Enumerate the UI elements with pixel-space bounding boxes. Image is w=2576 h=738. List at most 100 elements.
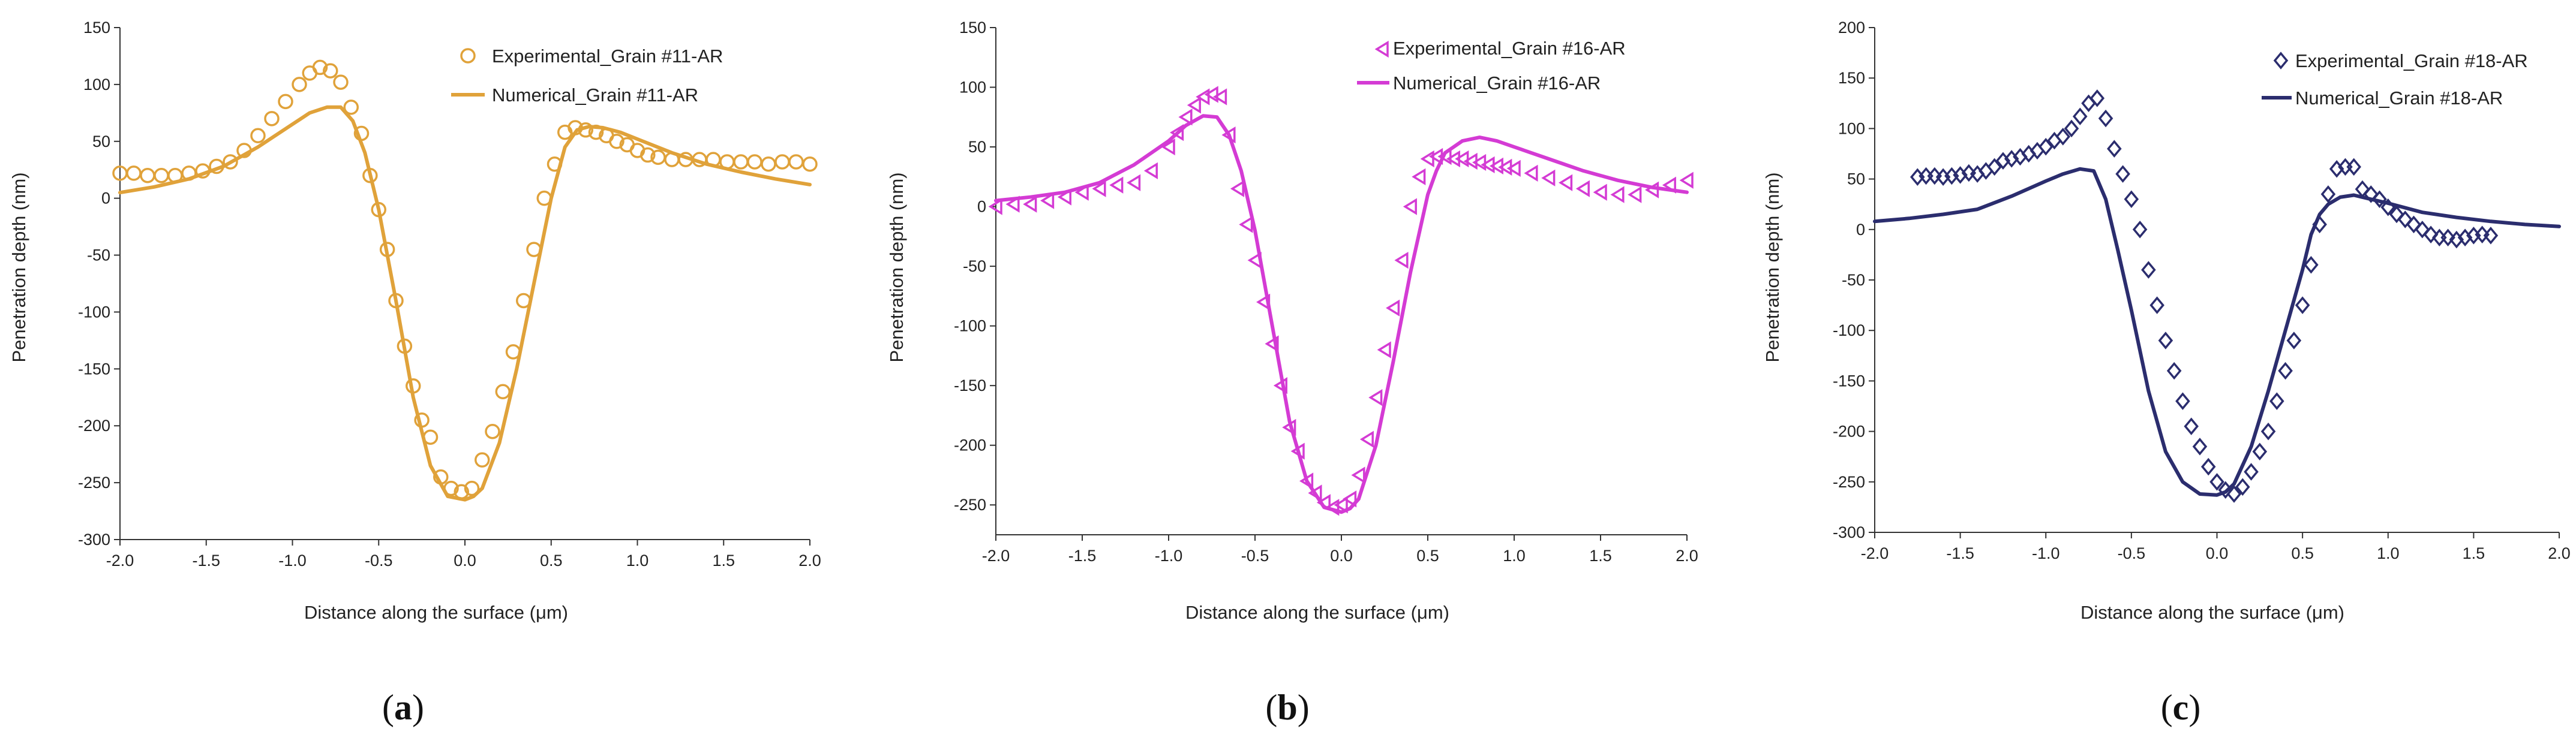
- panel-c-label-open-paren: (: [2161, 688, 2173, 727]
- panel-b-y-tick-label: 0: [977, 198, 986, 216]
- panel-c-x-tick-label: 1.5: [2463, 544, 2485, 562]
- panel-a-data-point: [475, 452, 490, 468]
- panel-b-legend: Experimental_Grain #16-AR Numerical_Grai…: [1357, 38, 1626, 94]
- panel-a-legend-label-numerical: Numerical_Grain #11-AR: [492, 85, 698, 106]
- panel-b-xlabel: Distance along the surface (μm): [1185, 602, 1449, 623]
- panel-c: -300 -250 -200 -150 -100 -50 0 50 100 150 200 -2.0 -…: [1762, 19, 2571, 727]
- panel-a-label-open-paren: (: [382, 688, 394, 727]
- panel-c-y-tick-label: -50: [1842, 271, 1865, 289]
- panel-a-data-point: [609, 134, 625, 149]
- panel-a-data-point: [464, 480, 480, 496]
- panel-a: -300 -250 -200 -150 -100 -50 0 50 100 150 -2.0 -1.5…: [8, 19, 821, 727]
- panel-b-data-point: [1559, 174, 1573, 191]
- panel-c-data-point: [2124, 190, 2139, 209]
- panel-b-data-point: [1506, 159, 1521, 177]
- panel-a-y-tick-label: -200: [78, 417, 110, 435]
- panel-b-data-point: [1005, 195, 1020, 213]
- panel-c-data-point: [2304, 256, 2319, 274]
- panel-b-data-point: [1143, 162, 1158, 179]
- panel-b-data-point: [1610, 186, 1625, 203]
- panel-c-label-close-paren: ): [2188, 688, 2200, 727]
- panel-b-data-point: [1593, 183, 1607, 201]
- panel-c-x-tick-label: 0.5: [2291, 544, 2314, 562]
- panel-b-data-point: [1109, 176, 1124, 194]
- panel-a-y-tick-label: 50: [92, 132, 110, 150]
- panel-a-x-tick-label: -0.5: [365, 552, 393, 570]
- panel-b-data-point: [1334, 496, 1348, 514]
- panel-a-data-point: [640, 147, 656, 163]
- panel-a-x-tick-label: 0.0: [454, 552, 476, 570]
- panel-a-y-tick-label: -150: [78, 360, 110, 378]
- panel-b-data-point: [1575, 180, 1590, 197]
- panel-b-label-letter: b: [1277, 688, 1297, 727]
- panel-a-label-letter: a: [394, 688, 412, 727]
- panel-a-data-point: [495, 384, 511, 400]
- panel-c-y-tick-label: 0: [1856, 221, 1865, 239]
- panel-b-y-tick-label: 100: [959, 79, 986, 97]
- panel-b-legend-label-numerical: Numerical_Grain #16-AR: [1393, 73, 1601, 94]
- panel-c-x-tick-label: -2.0: [1861, 544, 1889, 562]
- panel-c-data-point: [2192, 438, 2208, 456]
- panel-a-data-point: [312, 59, 328, 76]
- panel-b-label-close-paren: ): [1298, 688, 1310, 727]
- panel-a-label-close-paren: ): [412, 688, 424, 727]
- panel-b-data-point: [1187, 97, 1201, 114]
- panel-c-x-tick-label: 0.0: [2206, 544, 2229, 562]
- panel-a-y-tick-label: 150: [83, 19, 110, 37]
- panel-b-x-tick-label: -1.0: [1155, 547, 1183, 565]
- panel-b-x-tick-label: -2.0: [982, 547, 1010, 565]
- panel-c-data-point: [2209, 473, 2224, 491]
- panel-b-x-tick-label: 0.0: [1330, 547, 1353, 565]
- panel-b-data-point: [1230, 180, 1244, 197]
- panel-a-data-point: [278, 94, 293, 110]
- panel-b-label: (b): [1265, 688, 1309, 727]
- panel-b-data-point: [1213, 88, 1227, 106]
- panel-c-legend-label-experimental: Experimental_Grain #18-AR: [2295, 50, 2528, 71]
- panel-a-series-line-numerical: [118, 105, 812, 502]
- panel-c-data-point: [2363, 185, 2379, 203]
- panel-a-x-tick-label: -2.0: [106, 552, 134, 570]
- panel-a-data-point: [250, 128, 266, 144]
- panel-b-y-tick-label: -100: [954, 317, 986, 335]
- panel-a-x-tick-label: -1.0: [278, 552, 307, 570]
- panel-c-legend-marker-experimental: [2273, 52, 2289, 70]
- panel-b-data-point: [1161, 138, 1175, 156]
- panel-c-data-point: [2200, 457, 2216, 476]
- panel-b-data-point: [1541, 169, 1556, 186]
- panel-c-data-point: [2073, 107, 2088, 125]
- panel-a-legend-marker-experimental: [460, 48, 476, 64]
- panel-c-label: (c): [2161, 688, 2201, 727]
- panel-b-data-point: [1092, 180, 1106, 197]
- panel-a-x-tick-label: -1.5: [192, 552, 220, 570]
- panel-c-y-tick-label: -200: [1833, 423, 1865, 441]
- panel-b-data-point: [1628, 186, 1642, 203]
- panel-a-data-point: [292, 77, 307, 92]
- panel-b-y-tick-label: 50: [968, 138, 986, 156]
- panel-c-data-point: [2064, 119, 2079, 138]
- panel-c-data-point: [2235, 478, 2250, 496]
- panel-a-label: (a): [382, 688, 424, 727]
- panel-c-xlabel: Distance along the surface (μm): [2080, 602, 2344, 623]
- panel-a-legend: Experimental_Grain #11-AR Numerical_Grai…: [451, 46, 723, 106]
- panel-c-data-point: [2475, 225, 2490, 243]
- panel-b-data-point: [1403, 198, 1417, 215]
- panel-c-data-point: [2158, 332, 2173, 350]
- panel-b-legend-marker-experimental: [1374, 40, 1389, 58]
- panel-c-y-tick-label: -250: [1833, 473, 1865, 491]
- panel-c-data-point: [1987, 158, 2002, 176]
- panel-c-data-point: [2423, 225, 2439, 243]
- panel-b-data-point: [1040, 192, 1055, 209]
- panel-b-y-tick-label: 150: [959, 19, 986, 37]
- panel-a-data-point: [323, 63, 338, 79]
- panel-c-data-point: [1961, 164, 1977, 182]
- panel-b-data-point: [1386, 299, 1400, 317]
- panel-b-ylabel: Penetration depth (nm): [886, 172, 907, 362]
- panel-c-y-tick-label: -300: [1833, 523, 1865, 541]
- panel-b-data-point: [1265, 335, 1279, 353]
- panel-c-y-tick-label: 100: [1838, 119, 1865, 137]
- panel-b-data-point: [1170, 124, 1184, 141]
- panel-c-ylabel: Penetration depth (nm): [1762, 172, 1783, 362]
- panel-b-plot-area: -250 -200 -150 -100 -50 0 50 100 150 -2.0 -1.5 -1.0…: [954, 19, 1698, 565]
